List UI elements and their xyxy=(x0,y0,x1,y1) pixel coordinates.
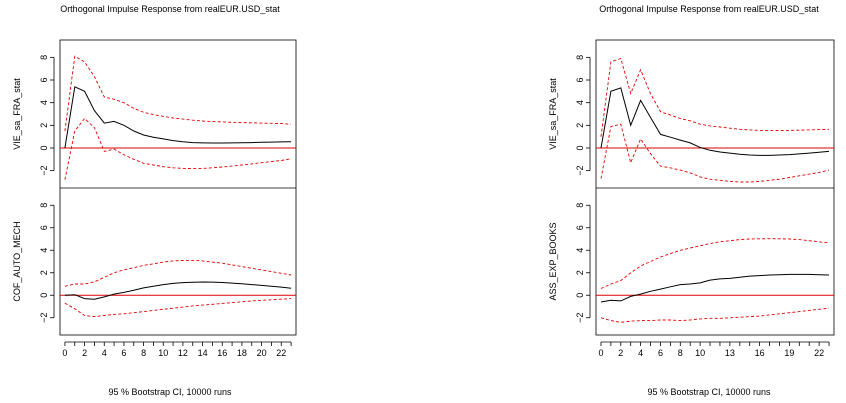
x-tick-label: 2 xyxy=(618,348,623,358)
y-tick-label: 6 xyxy=(39,225,49,230)
x-tick-label: 22 xyxy=(814,348,824,358)
irf-line xyxy=(600,87,830,156)
y-tick-label: 4 xyxy=(39,248,49,253)
y-tick-label: 2 xyxy=(39,123,49,128)
x-tick-label: 10 xyxy=(695,348,705,358)
x-tick-label: 4 xyxy=(102,348,107,358)
y-tick-label: 6 xyxy=(575,225,585,230)
y-tick-label: 4 xyxy=(575,248,585,253)
x-tick-label: 13 xyxy=(725,348,735,358)
x-tick-label: 0 xyxy=(62,348,67,358)
y-tick-label: −2 xyxy=(39,313,49,323)
irf-line xyxy=(64,86,292,149)
y-tick-label: 4 xyxy=(575,100,585,105)
panel-2: −2 0 2 4 6 8 ASS_EXP_BOOKS xyxy=(548,187,834,323)
upper-ci-line xyxy=(600,57,830,137)
y-tick-label: 0 xyxy=(39,293,49,298)
panel-1: −2 0 2 4 6 8 VIE_sa_FRA_stat xyxy=(12,55,296,180)
x-tick-label: 8 xyxy=(141,348,146,358)
x-tick-label: 4 xyxy=(638,348,643,358)
irf-line xyxy=(600,273,830,303)
y-tick-label: 6 xyxy=(39,77,49,82)
y-tick-label: −2 xyxy=(575,166,585,176)
y-tick-label: 6 xyxy=(575,77,585,82)
y-axis-label: VIE_sa_FRA_stat xyxy=(12,78,22,150)
x-axis: 0 2 4 6 8 10 12 14 16 18 20 22 xyxy=(62,341,292,358)
panel-1: −2 0 2 4 6 8 VIE_sa_FRA_stat xyxy=(548,55,834,183)
y-tick-label: 0 xyxy=(575,145,585,150)
x-tick-label: 6 xyxy=(121,348,126,358)
y-axis-label: ASS_EXP_BOOKS xyxy=(548,222,558,300)
x-tick-label: 16 xyxy=(755,348,765,358)
y-tick-label: 2 xyxy=(575,270,585,275)
y-tick-label: 2 xyxy=(575,123,585,128)
x-tick-label: 10 xyxy=(158,348,168,358)
y-axis-label: VIE_sa_FRA_stat xyxy=(548,78,558,150)
x-tick-label: 2 xyxy=(82,348,87,358)
plot-frame xyxy=(59,39,297,336)
x-tick-label: 18 xyxy=(237,348,247,358)
panel-2: −2 0 2 4 6 8 COF_AUTO_MECH xyxy=(12,187,296,323)
irf-figure-left: Orthogonal Impulse Response from realEUR… xyxy=(12,4,297,397)
chart-title: Orthogonal Impulse Response from realEUR… xyxy=(60,4,280,14)
y-tick-label: −2 xyxy=(39,166,49,176)
x-tick-label: 22 xyxy=(276,348,286,358)
chart-caption: 95 % Bootstrap CI, 10000 runs xyxy=(108,387,232,397)
x-tick-label: 19 xyxy=(784,348,794,358)
y-tick-label: −2 xyxy=(575,313,585,323)
y-tick-label: 4 xyxy=(39,100,49,105)
lower-ci-line xyxy=(600,123,830,183)
y-tick-label: 8 xyxy=(575,55,585,60)
y-tick-label: 8 xyxy=(575,203,585,208)
upper-ci-line xyxy=(600,238,830,289)
y-tick-label: 0 xyxy=(39,145,49,150)
x-tick-label: 16 xyxy=(217,348,227,358)
y-tick-label: 8 xyxy=(39,203,49,208)
chart-title: Orthogonal Impulse Response from realEUR… xyxy=(599,4,819,14)
y-tick-label: 0 xyxy=(575,293,585,298)
lower-ci-line xyxy=(64,298,292,318)
lower-ci-line xyxy=(64,117,292,180)
y-tick-label: 8 xyxy=(39,55,49,60)
irf-figure-right: Orthogonal Impulse Response from realEUR… xyxy=(548,4,835,397)
upper-ci-line xyxy=(64,55,292,132)
x-tick-label: 8 xyxy=(678,348,683,358)
y-axis-label: COF_AUTO_MECH xyxy=(12,221,22,301)
x-tick-label: 14 xyxy=(198,348,208,358)
chart-caption: 95 % Bootstrap CI, 10000 runs xyxy=(647,387,771,397)
lower-ci-line xyxy=(600,307,830,323)
x-tick-label: 0 xyxy=(598,348,603,358)
upper-ci-line xyxy=(64,259,292,287)
x-tick-label: 20 xyxy=(257,348,267,358)
x-tick-label: 6 xyxy=(658,348,663,358)
irf-line xyxy=(64,281,292,300)
x-axis: 0 2 4 6 8 10 13 16 19 22 xyxy=(598,341,830,358)
y-tick-label: 2 xyxy=(39,270,49,275)
plot-frame xyxy=(595,39,835,336)
x-tick-label: 12 xyxy=(178,348,188,358)
